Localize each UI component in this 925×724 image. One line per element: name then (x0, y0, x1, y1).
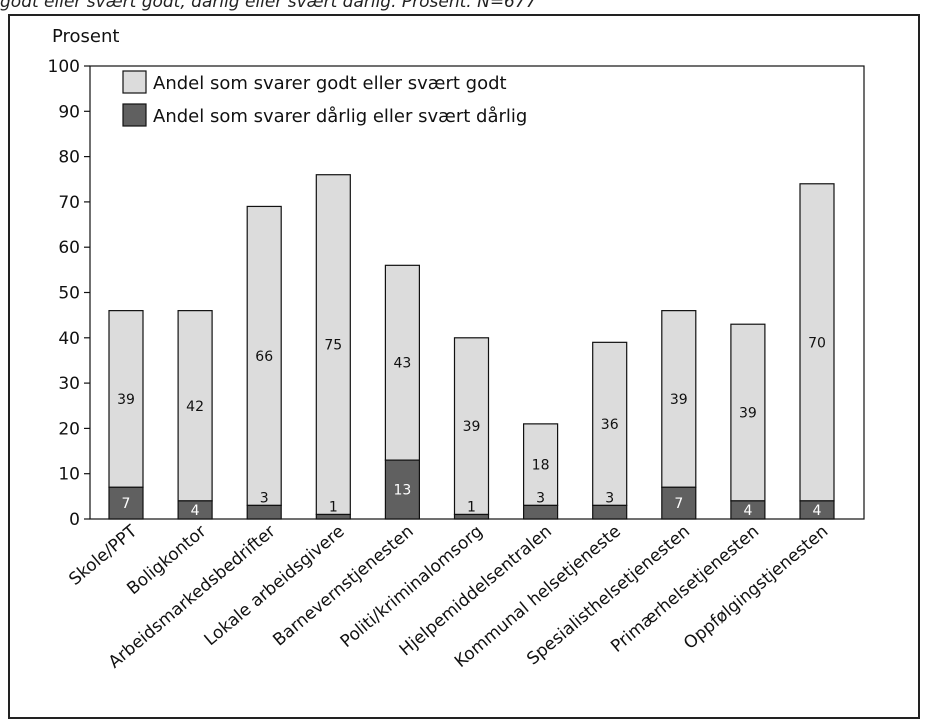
bar-good-value-label: 70 (808, 335, 826, 351)
bar-bad-value-label: 13 (393, 483, 411, 499)
y-tick-label: 40 (58, 329, 80, 349)
y-tick-label: 90 (58, 102, 80, 122)
bar-bad-value-label: 1 (467, 499, 476, 515)
bar-bad-value-label: 1 (329, 499, 338, 515)
bar-good-segment (730, 323, 766, 502)
bar-good-value-label: 66 (255, 349, 273, 365)
bar-good-segment (661, 310, 697, 488)
bar-bad-segment (522, 504, 559, 520)
bar-bad-segment (592, 504, 628, 520)
bar-good-value-label: 39 (117, 392, 135, 408)
y-tick-label: 70 (58, 193, 80, 213)
bar-good-value-label: 39 (463, 419, 481, 435)
y-axis: 0 10 20 30 40 50 60 70 80 90 100 (48, 57, 90, 530)
bar-bad-value-label: 4 (191, 503, 200, 519)
chart-frame (8, 14, 920, 719)
y-axis-label: Prosent (52, 26, 119, 47)
bar-bad-segment (453, 513, 490, 520)
bar-good-segment (108, 310, 144, 488)
bar-good-segment (246, 205, 282, 507)
figure-caption: godt eller svært godt, dårlig eller svær… (0, 0, 537, 12)
bar-good-value-label: 36 (601, 417, 619, 433)
bar-bad-segment (246, 504, 282, 520)
bar-good-segment (177, 310, 213, 502)
legend-swatch (122, 70, 147, 94)
bar-bad-value-label: 3 (260, 490, 269, 506)
bar-good-value-label: 18 (532, 458, 550, 474)
bar-good-value-label: 39 (670, 392, 688, 408)
y-tick-label: 100 (48, 57, 80, 77)
bar-good-value-label: 43 (393, 356, 411, 372)
y-tick-label: 10 (58, 465, 80, 485)
y-tick-label: 30 (58, 374, 80, 394)
legend-swatch (122, 103, 147, 127)
bar-good-segment (315, 174, 351, 516)
legend-label: Andel som svarer dårlig eller svært dårl… (153, 106, 527, 127)
bar-bad-value-label: 7 (122, 496, 131, 512)
bar-bad-segment (108, 486, 144, 520)
x-axis-labels: Skole/PPTBoligkontorArbeidsmarkedsbedrif… (65, 521, 832, 672)
y-tick-label: 60 (58, 238, 80, 258)
bar-bad-value-label: 4 (813, 503, 822, 519)
y-tick-label: 20 (58, 419, 80, 439)
bar-bad-value-label: 7 (674, 496, 683, 512)
bar-bad-segment (384, 459, 420, 520)
bar-good-segment (522, 423, 559, 507)
y-tick-label: 0 (69, 510, 80, 530)
bar-bad-value-label: 3 (605, 490, 614, 506)
bars: 39 7 42 4 66 3 75 1 43 13 39 1 18 3 36 3 39 7 39 4 70 4 (108, 174, 835, 520)
bar-bad-segment (730, 500, 766, 520)
legend-label: Andel som svarer godt eller svært godt (153, 73, 507, 94)
bar-good-segment (799, 183, 835, 502)
y-tick-label: 80 (58, 148, 80, 168)
bar-good-value-label: 42 (186, 399, 204, 415)
bar-good-value-label: 39 (739, 406, 757, 422)
legend: Andel som svarer godt eller svært godt An… (122, 70, 527, 127)
bar-bad-segment (177, 500, 213, 520)
bar-bad-value-label: 4 (743, 503, 752, 519)
bar-good-segment (453, 337, 490, 516)
bar-bad-segment (315, 513, 351, 520)
bar-bad-segment (799, 500, 835, 520)
bar-good-value-label: 75 (324, 338, 342, 354)
y-tick-label: 50 (58, 284, 80, 304)
bar-bad-value-label: 3 (536, 490, 545, 506)
bar-bad-segment (661, 486, 697, 520)
